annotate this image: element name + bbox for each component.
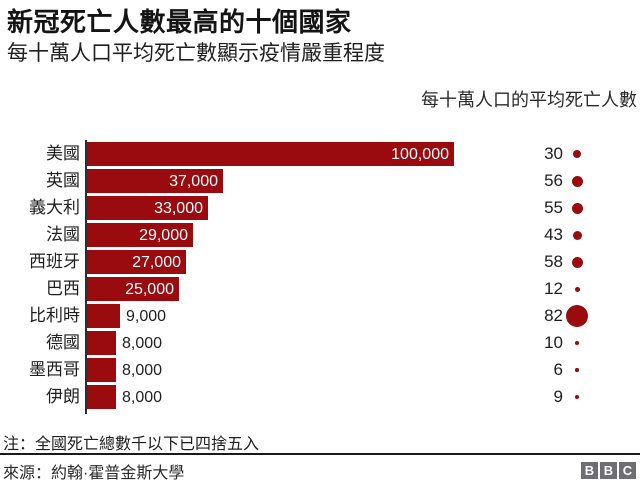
deaths-bar: 27,000 xyxy=(87,250,186,274)
dot-column-header: 每十萬人口的平均死亡人數 xyxy=(421,90,637,110)
per-capita-rate-value: 43 xyxy=(544,225,563,244)
country-label: 比利時 xyxy=(29,306,80,325)
bar-value-label: 100,000 xyxy=(391,146,449,163)
per-capita-rate-dot xyxy=(574,340,580,346)
country-label: 法國 xyxy=(46,225,80,244)
per-capita-rate-dot xyxy=(573,150,581,158)
deaths-bar: 100,000 xyxy=(87,142,454,166)
deaths-bar xyxy=(87,385,116,409)
per-capita-rate-value: 10 xyxy=(544,333,563,352)
bar-value-label: 8,000 xyxy=(122,335,163,352)
country-label: 墨西哥 xyxy=(29,360,80,379)
deaths-bar: 25,000 xyxy=(87,277,179,301)
bbc-logo-block: B xyxy=(600,462,617,479)
footer-divider xyxy=(0,453,640,455)
per-capita-rate-dot xyxy=(574,286,580,292)
country-label: 英國 xyxy=(46,171,80,190)
per-capita-rate-dot xyxy=(566,305,588,327)
per-capita-rate-dot xyxy=(571,202,583,214)
per-capita-rate-dot xyxy=(571,175,583,187)
deaths-bar: 37,000 xyxy=(87,169,223,193)
bar-value-label: 33,000 xyxy=(154,200,203,217)
bar-value-label: 25,000 xyxy=(125,281,174,298)
bar-value-label: 29,000 xyxy=(139,227,188,244)
bar-chart: 美國 100,000 30 英國 37,000 56 義大利 33,000 55 法國 29,000… xyxy=(29,140,588,414)
country-label: 美國 xyxy=(46,144,80,163)
bar-value-label: 8,000 xyxy=(122,362,163,379)
country-label: 巴西 xyxy=(46,279,80,298)
bbc-logo-block: C xyxy=(619,462,636,479)
per-capita-rate-dot xyxy=(572,230,582,240)
source-attribution: 來源：約翰·霍普金斯大學 xyxy=(3,465,185,482)
footnote: 注：全國死亡總數千以下已四捨五入 xyxy=(3,436,260,453)
per-capita-rate-value: 82 xyxy=(544,306,563,325)
deaths-bar: 33,000 xyxy=(87,196,208,220)
per-capita-rate-value: 58 xyxy=(544,252,563,271)
per-capita-rate-value: 30 xyxy=(544,144,563,163)
country-label: 西班牙 xyxy=(29,252,80,271)
per-capita-rate-value: 9 xyxy=(553,387,563,406)
country-label: 伊朗 xyxy=(46,387,80,406)
bbc-logo-block: B xyxy=(581,462,598,479)
deaths-bar xyxy=(87,304,120,328)
per-capita-rate-value: 56 xyxy=(544,171,563,190)
per-capita-rate-value: 12 xyxy=(544,279,563,298)
country-label: 義大利 xyxy=(29,198,80,217)
per-capita-rate-dot xyxy=(574,394,580,400)
per-capita-rate-value: 55 xyxy=(544,198,563,217)
bar-value-label: 8,000 xyxy=(122,389,163,406)
per-capita-rate-dot xyxy=(571,256,583,268)
deaths-bar xyxy=(87,331,116,355)
deaths-bar xyxy=(87,358,116,382)
bbc-logo: B B C xyxy=(581,462,636,479)
y-axis-line xyxy=(85,140,87,414)
bar-value-label: 27,000 xyxy=(132,254,181,271)
bar-value-label: 9,000 xyxy=(126,308,167,325)
per-capita-rate-value: 6 xyxy=(553,360,563,379)
country-label: 德國 xyxy=(46,333,80,352)
page-title: 新冠死亡人數最高的十個國家 xyxy=(7,7,352,37)
deaths-bar: 29,000 xyxy=(87,223,193,247)
page-subtitle: 每十萬人口平均死亡數顯示疫情嚴重程度 xyxy=(7,42,385,65)
bar-value-label: 37,000 xyxy=(169,173,218,190)
per-capita-rate-dot xyxy=(575,368,579,372)
